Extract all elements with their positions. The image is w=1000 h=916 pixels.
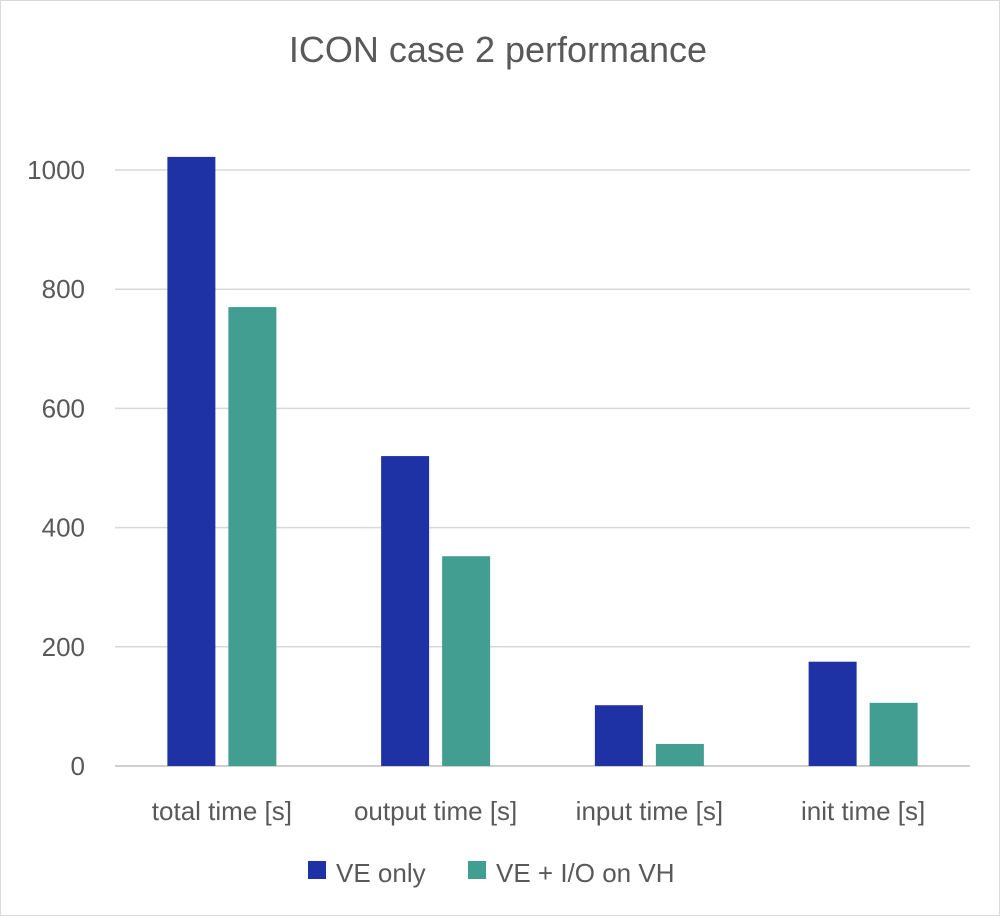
- legend-label: VE only: [336, 858, 426, 888]
- y-tick-label: 0: [71, 751, 85, 781]
- legend-label: VE + I/O on VH: [496, 858, 674, 888]
- y-tick-label: 800: [42, 274, 85, 304]
- x-category-label: total time [s]: [152, 796, 292, 826]
- y-tick-label: 200: [42, 632, 85, 662]
- legend-swatch: [308, 861, 326, 879]
- bar: [442, 556, 491, 766]
- bar: [167, 156, 216, 766]
- legend-swatch: [468, 861, 486, 879]
- x-category-label: init time [s]: [801, 796, 925, 826]
- y-tick-label: 600: [42, 393, 85, 423]
- y-axis-ticks: 0 200 400 600 800 1000: [27, 155, 85, 781]
- bar: [228, 307, 277, 766]
- legend: VE only VE + I/O on VH: [308, 858, 674, 888]
- bar: [808, 661, 857, 766]
- y-tick-label: 1000: [27, 155, 85, 185]
- chart-title: ICON case 2 performance: [289, 29, 707, 70]
- x-axis-categories: total time [s] output time [s] input time …: [152, 796, 925, 826]
- x-category-label: input time [s]: [576, 796, 723, 826]
- bar: [869, 702, 918, 766]
- x-category-label: output time [s]: [354, 796, 517, 826]
- y-tick-label: 400: [42, 513, 85, 543]
- bars: [167, 156, 918, 766]
- bar: [381, 456, 430, 766]
- bar: [594, 705, 643, 766]
- bar: [655, 743, 704, 766]
